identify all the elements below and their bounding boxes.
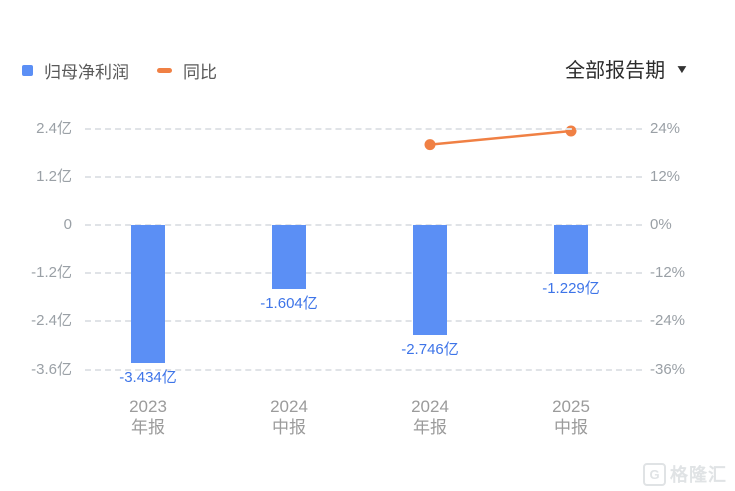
gelonghui-watermark: G 格隆汇 <box>643 461 727 487</box>
x-axis-label: 2023 年报 <box>129 397 167 437</box>
y-axis-tick-left: 2.4亿 <box>36 119 72 137</box>
x-axis-label: 2024 年报 <box>411 397 449 437</box>
gridline <box>85 272 642 275</box>
y-axis-tick-right: 12% <box>650 167 681 185</box>
y-axis-tick-right: 24% <box>650 119 681 137</box>
bar[interactable] <box>413 225 447 336</box>
y-axis-tick-right: -12% <box>650 264 686 282</box>
legend: 归母净利润 同比 <box>22 58 217 83</box>
y-axis-tick-left: -3.6亿 <box>31 360 72 378</box>
legend-item-net-profit[interactable]: 归母净利润 <box>22 58 129 83</box>
y-axis-tick-left: 1.2亿 <box>36 167 72 185</box>
legend-label-net-profit: 归母净利润 <box>44 63 129 82</box>
watermark-text: 格隆汇 <box>670 465 727 485</box>
y-axis-tick-right: -36% <box>650 360 686 378</box>
y-axis-tick-left: -1.2亿 <box>31 264 72 282</box>
gridline <box>85 224 642 226</box>
yoy-line <box>429 129 572 146</box>
x-axis-label: 2025 中报 <box>552 397 590 437</box>
gelonghui-logo-icon: G <box>643 462 666 486</box>
bar-value-label: -1.604亿 <box>260 295 318 313</box>
gridline <box>85 175 642 178</box>
bar[interactable] <box>272 225 306 290</box>
report-period-dropdown-label: 全部报告期 <box>565 60 666 82</box>
x-axis-label: 2024 中报 <box>270 397 308 437</box>
yoy-point[interactable] <box>424 139 436 151</box>
report-period-dropdown[interactable]: 全部报告期 ▼ <box>565 54 690 83</box>
y-axis-tick-left: 0 <box>63 216 72 233</box>
legend-label-yoy: 同比 <box>183 63 217 82</box>
line-series-swatch-icon <box>157 68 172 73</box>
y-axis-tick-left: -2.4亿 <box>31 312 72 330</box>
y-axis-tick-right: 0% <box>650 216 672 233</box>
gridline <box>85 320 642 323</box>
bar[interactable] <box>131 225 165 363</box>
caret-down-icon: ▼ <box>674 61 690 76</box>
bar-series-swatch-icon <box>22 65 33 76</box>
bar-value-label: -3.434亿 <box>119 368 177 386</box>
bar-value-label: -1.229亿 <box>542 280 600 298</box>
y-axis-tick-right: -24% <box>650 312 686 330</box>
gridline <box>85 127 642 130</box>
legend-item-yoy[interactable]: 同比 <box>157 58 217 83</box>
bar[interactable] <box>554 225 588 275</box>
bar-value-label: -2.746亿 <box>401 341 459 359</box>
gridline <box>85 368 642 371</box>
